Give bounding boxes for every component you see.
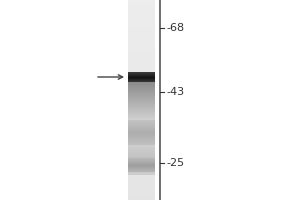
Text: -68: -68 (166, 23, 184, 33)
Text: -43: -43 (166, 87, 184, 97)
Text: -25: -25 (166, 158, 184, 168)
